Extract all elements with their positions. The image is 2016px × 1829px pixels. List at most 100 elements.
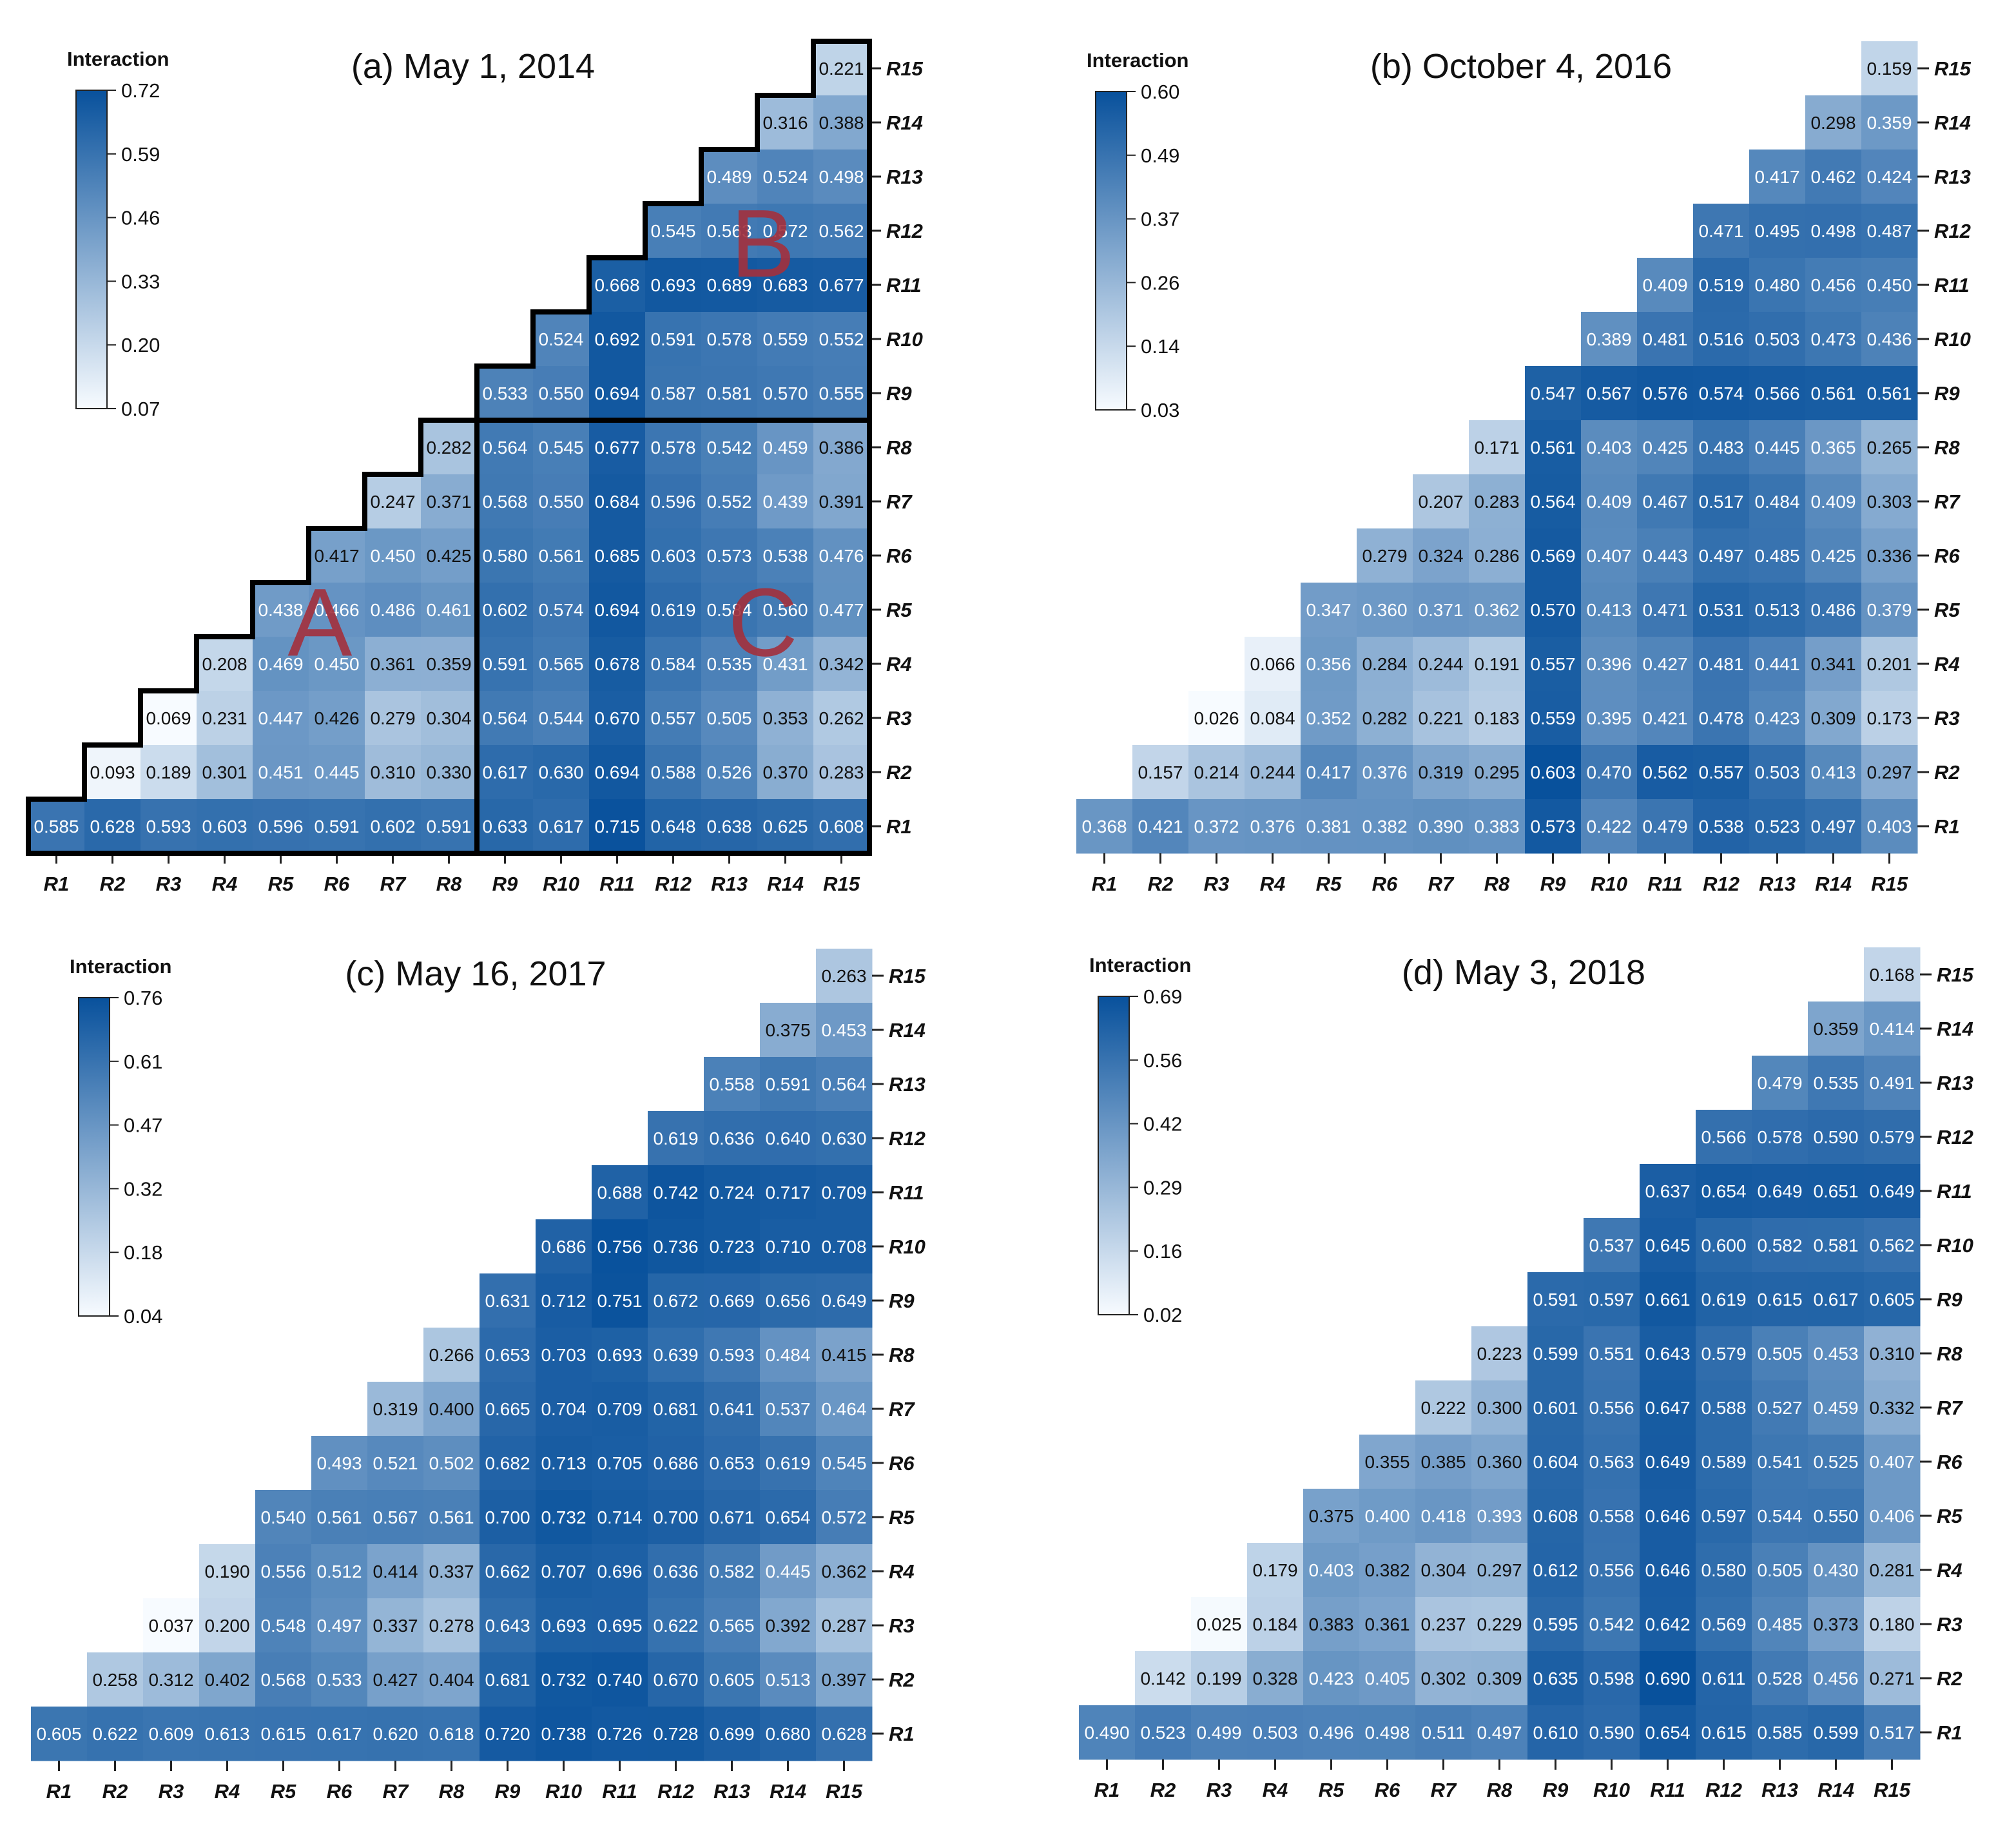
heatmap-cell [813, 204, 870, 258]
heatmap-cell [141, 745, 197, 800]
cell-value-label: 0.355 [1364, 1452, 1410, 1472]
cell-value-label: 0.093 [90, 762, 135, 782]
cell-value-label: 0.533 [482, 383, 527, 403]
legend-tick-label: 0.60 [1141, 81, 1179, 103]
row-label: R4 [1934, 653, 1960, 675]
heatmap-cell [1864, 1002, 1921, 1056]
cell-value-label: 0.728 [653, 1724, 698, 1744]
heatmap-cell [365, 528, 422, 583]
column-label: R13 [1759, 873, 1796, 895]
heatmap-cell [816, 1436, 873, 1491]
heatmap-cell [1861, 474, 1918, 529]
heatmap-cell [1357, 745, 1413, 800]
column-label: R15 [1874, 1779, 1911, 1801]
cell-value-label: 0.649 [1757, 1181, 1802, 1201]
heatmap-cell [1584, 1272, 1640, 1327]
cell-value-label: 0.159 [1866, 59, 1912, 79]
column-label: R4 [212, 873, 238, 895]
row-label: R6 [1937, 1451, 1963, 1473]
heatmap-cell [1693, 583, 1750, 637]
heatmap-cell [589, 420, 646, 475]
cell-value-label: 0.574 [1698, 383, 1743, 403]
heatmap-cell [1752, 1489, 1808, 1544]
column-label: R8 [1487, 1779, 1513, 1801]
cell-value-label: 0.425 [426, 546, 471, 566]
cell-value-label: 0.600 [1701, 1235, 1746, 1255]
cell-value-label: 0.498 [1364, 1723, 1410, 1743]
cell-value-label: 0.526 [706, 762, 751, 782]
heatmap-cell [1188, 799, 1245, 854]
heatmap-cell [87, 1707, 144, 1761]
cell-value-label: 0.599 [1813, 1723, 1858, 1743]
cell-value-label: 0.558 [709, 1074, 754, 1094]
cell-value-label: 0.491 [1869, 1073, 1914, 1093]
cell-value-label: 0.694 [594, 600, 639, 620]
cell-value-label: 0.566 [1754, 383, 1799, 403]
cell-value-label: 0.383 [1308, 1614, 1353, 1634]
cell-value-label: 0.512 [316, 1562, 362, 1582]
row-label: R2 [889, 1669, 915, 1691]
cell-value-label: 0.542 [706, 438, 751, 458]
cell-value-label: 0.084 [1250, 708, 1295, 728]
cell-value-label: 0.417 [1306, 762, 1351, 782]
cell-value-label: 0.375 [1308, 1506, 1353, 1526]
column-label: R2 [1150, 1779, 1176, 1801]
cell-value-label: 0.545 [821, 1453, 866, 1473]
heatmap-cell [480, 1490, 536, 1545]
column-label: R1 [1094, 1779, 1120, 1801]
cell-value-label: 0.653 [485, 1345, 530, 1365]
heatmap-cell [143, 1598, 200, 1653]
cell-value-label: 0.557 [650, 708, 695, 728]
heatmap-cell [1527, 1705, 1584, 1760]
cell-value-label: 0.569 [1530, 546, 1575, 566]
row-label: R10 [1934, 328, 1971, 351]
column-label: R3 [156, 873, 182, 895]
heatmap-cell [1640, 1380, 1696, 1435]
column-label: R2 [100, 873, 126, 895]
heatmap-cell [816, 1003, 873, 1058]
heatmap-cell [367, 1382, 424, 1437]
heatmap-cell [1525, 420, 1582, 475]
cell-value-label: 0.685 [594, 546, 639, 566]
heatmap-cell [704, 1382, 761, 1437]
row-label: R9 [886, 382, 912, 405]
cell-value-label: 0.528 [1757, 1669, 1802, 1689]
heatmap-cell [365, 691, 422, 746]
cell-value-label: 0.456 [1810, 275, 1856, 295]
heatmap-cell [1805, 150, 1862, 204]
cell-value-label: 0.517 [1869, 1723, 1914, 1743]
heatmap-cell [592, 1652, 648, 1707]
heatmap-cell [1413, 583, 1469, 637]
cell-value-label: 0.677 [819, 275, 864, 295]
cell-value-label: 0.025 [1196, 1614, 1241, 1634]
cell-value-label: 0.558 [1589, 1506, 1634, 1526]
cell-value-label: 0.631 [485, 1291, 530, 1311]
heatmap-cell [1752, 1218, 1808, 1273]
heatmap-cell [589, 474, 646, 529]
cell-value-label: 0.557 [1530, 654, 1575, 674]
cell-value-label: 0.580 [1701, 1560, 1746, 1580]
cell-value-label: 0.424 [1866, 167, 1912, 187]
cell-value-label: 0.286 [1474, 546, 1519, 566]
heatmap-cell [1696, 1326, 1752, 1381]
row-label: R7 [1934, 490, 1961, 513]
heatmap-cell [589, 258, 646, 313]
heatmap-cell [1359, 1597, 1416, 1652]
heatmap-cell [1696, 1705, 1752, 1760]
cell-value-label: 0.471 [1698, 221, 1743, 241]
legend-tick-label: 0.26 [1141, 271, 1179, 294]
heatmap-cell [197, 637, 253, 692]
cell-value-label: 0.300 [1477, 1398, 1522, 1418]
cell-value-label: 0.413 [1810, 762, 1856, 782]
cell-value-label: 0.362 [1474, 600, 1519, 620]
heatmap-cell [1752, 1435, 1808, 1489]
cell-value-label: 0.672 [653, 1291, 698, 1311]
heatmap-cell [813, 528, 870, 583]
cell-value-label: 0.462 [1810, 167, 1856, 187]
cell-value-label: 0.524 [538, 329, 583, 349]
heatmap-cell [1471, 1489, 1528, 1544]
cell-value-label: 0.459 [1813, 1398, 1858, 1418]
heatmap-cell [477, 474, 534, 529]
heatmap-cell [1864, 1489, 1921, 1544]
panel-title: (d) May 3, 2018 [1402, 953, 1645, 992]
